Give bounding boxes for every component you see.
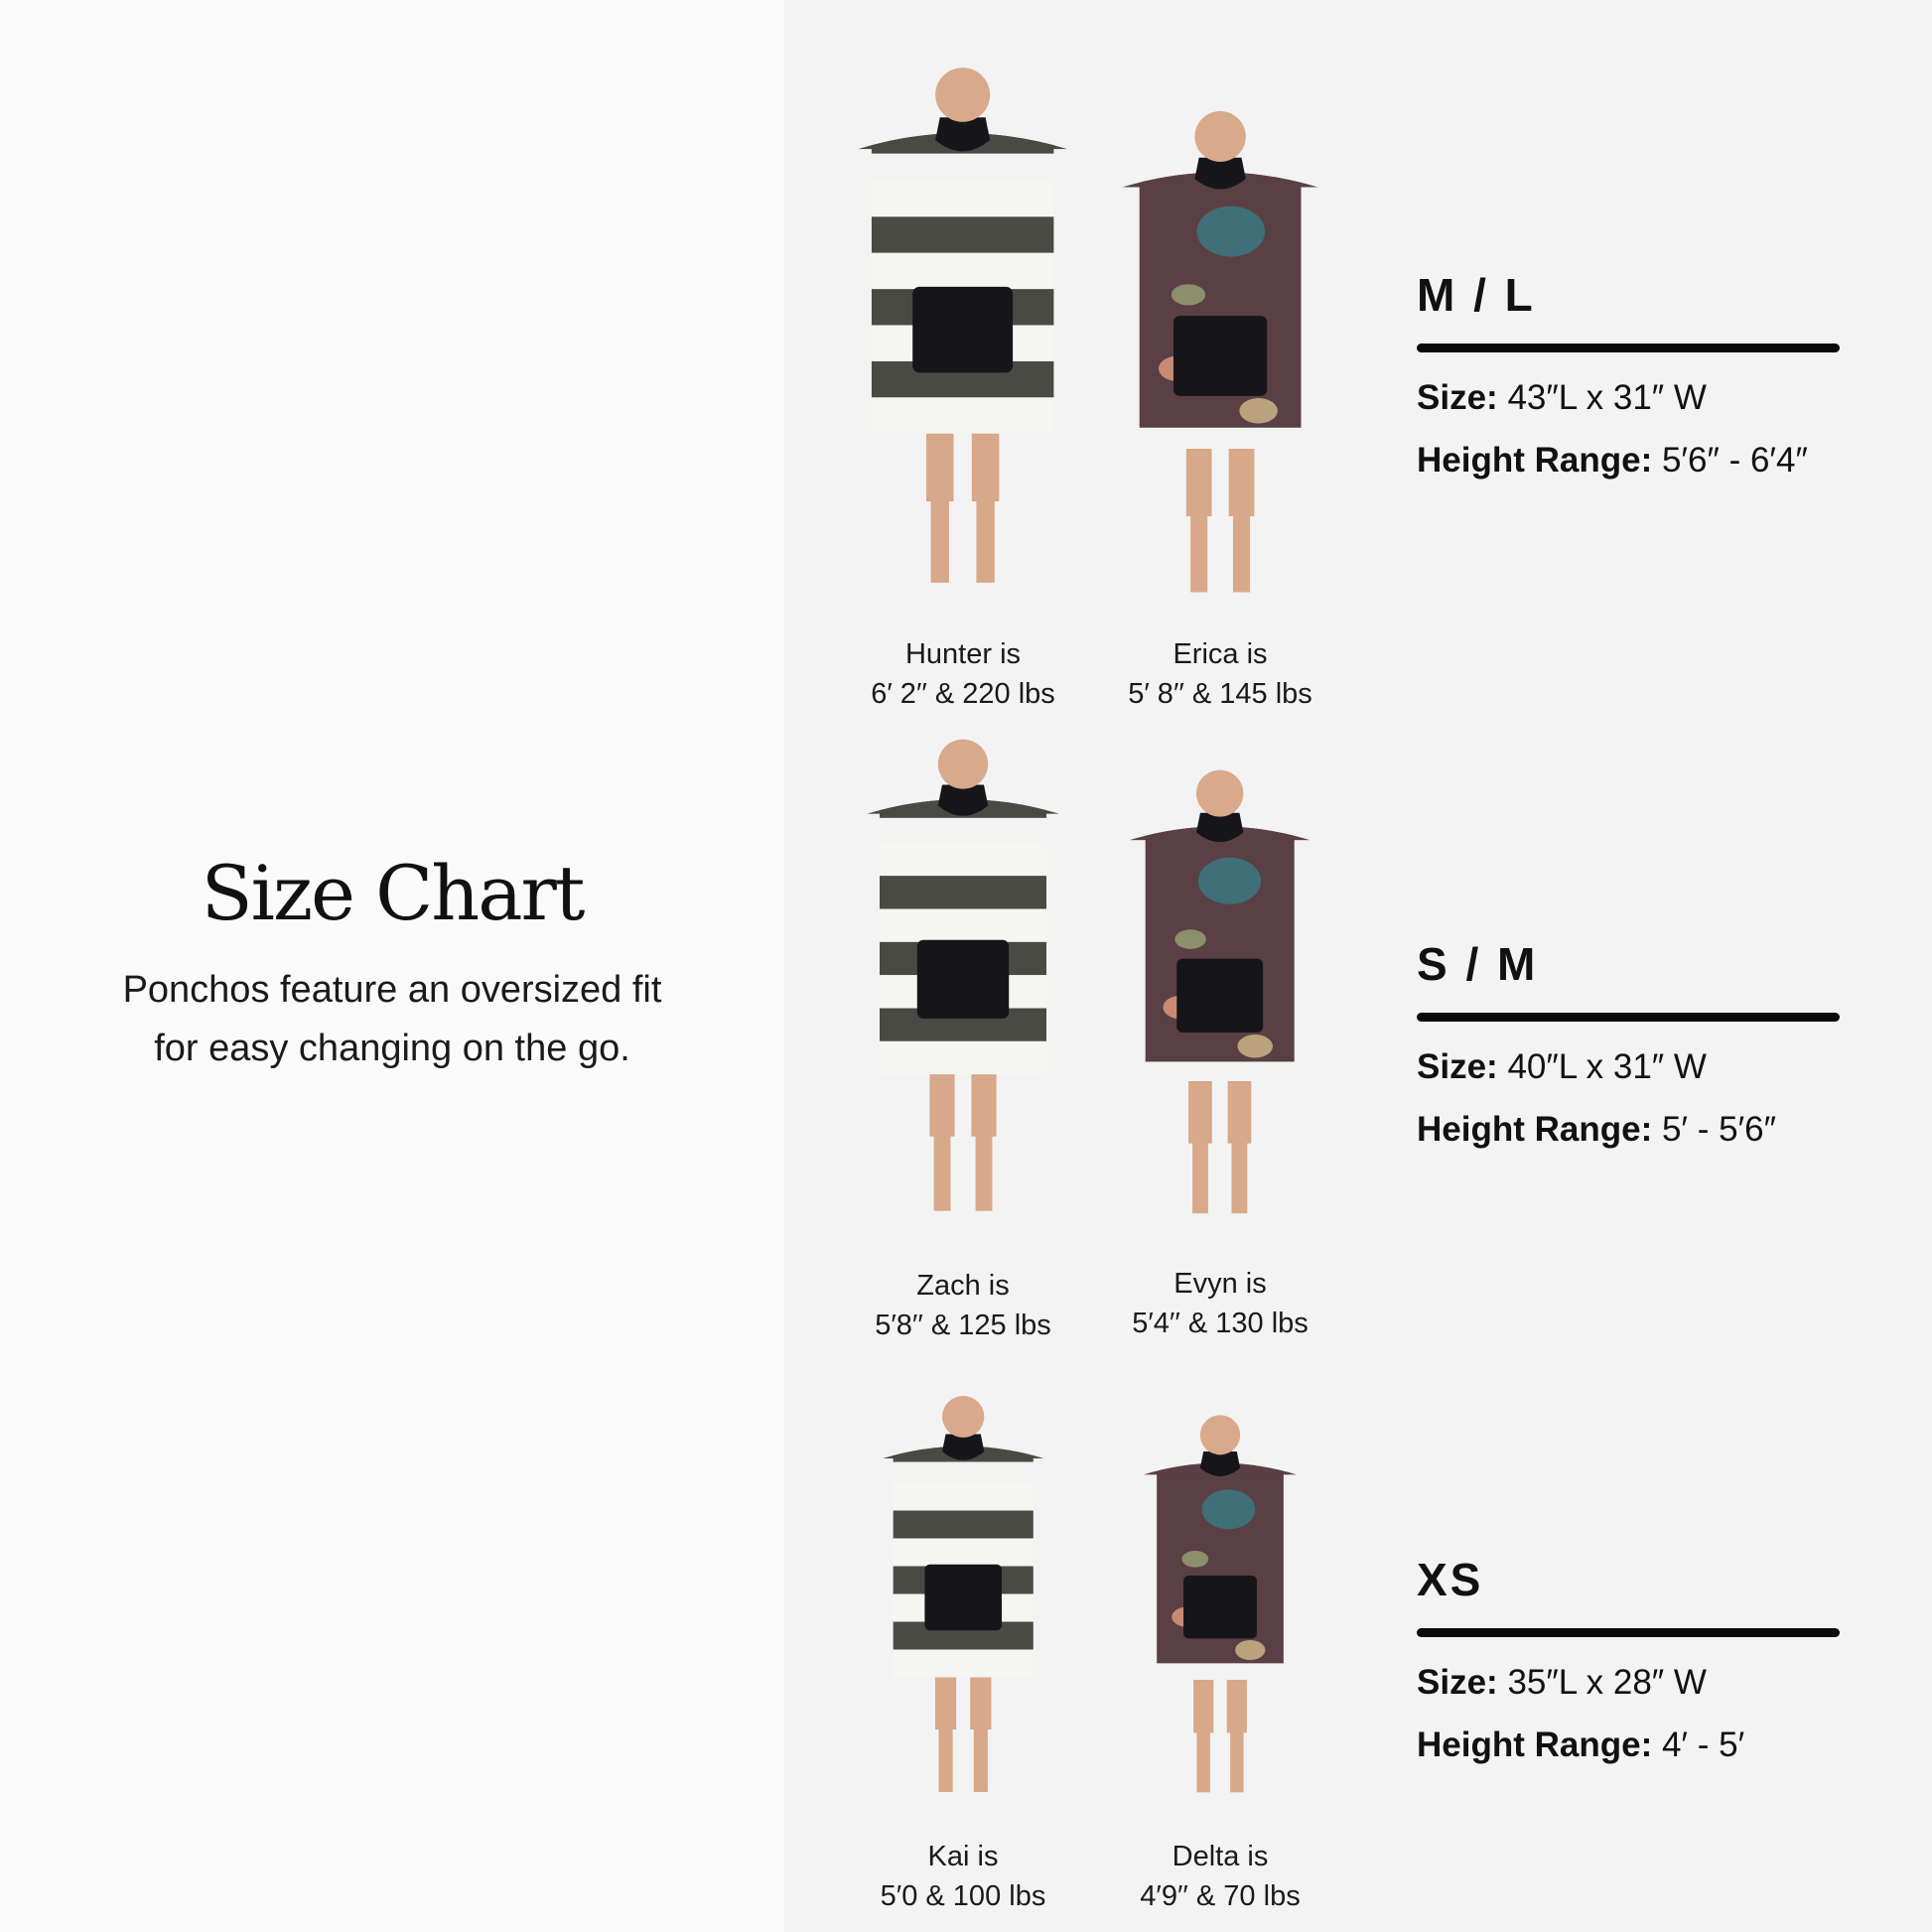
- label: Height Range:: [1417, 1110, 1653, 1149]
- model-photo: [882, 1396, 1044, 1792]
- model-name: Delta is: [1172, 1841, 1269, 1872]
- size-height-range: Height Range: 5′ - 5′6″: [1417, 1112, 1844, 1148]
- subtitle-line: Ponchos feature an oversized fit: [122, 969, 662, 1011]
- intro-subtitle: Ponchos feature an oversized fit for eas…: [0, 961, 784, 1078]
- model-caption: Hunter is 6′ 2′′ & 220 lbs: [834, 634, 1092, 714]
- model-photo: [867, 739, 1059, 1211]
- label: Size:: [1417, 1047, 1498, 1086]
- model-photo: [858, 68, 1068, 583]
- label: Size:: [1417, 1663, 1498, 1702]
- page-title: Size Chart: [201, 849, 586, 937]
- size-heading: M / L: [1417, 269, 1536, 321]
- size-height-range: Height Range: 5′6″ - 6′4″: [1417, 443, 1844, 479]
- value: 35″L x 28″ W: [1507, 1663, 1707, 1702]
- value: 5′ - 5′6″: [1661, 1110, 1776, 1149]
- model-photo: [1130, 769, 1311, 1214]
- label: Height Range:: [1417, 441, 1653, 480]
- size-dimensions: Size: 43″L x 31″ W: [1417, 380, 1844, 416]
- model-name: Zach is: [916, 1270, 1010, 1302]
- model-caption: Kai is 5′0 & 100 lbs: [834, 1837, 1092, 1916]
- model-caption: Delta is 4′9′′ & 70 lbs: [1091, 1837, 1349, 1916]
- model-name: Hunter is: [904, 638, 1022, 670]
- model-caption: Evyn is 5′4′′ & 130 lbs: [1091, 1264, 1349, 1343]
- value: 4′ - 5′: [1661, 1725, 1745, 1764]
- label: Size:: [1417, 378, 1498, 417]
- divider: [1417, 1628, 1840, 1637]
- size-heading: XS: [1417, 1554, 1484, 1605]
- model-stats: 5′8′′ & 125 lbs: [875, 1310, 1051, 1341]
- model-stats: 5′4′′ & 130 lbs: [1132, 1308, 1309, 1339]
- value: 40″L x 31″ W: [1507, 1047, 1707, 1086]
- model-stats: 5′0 & 100 lbs: [880, 1880, 1046, 1912]
- divider: [1417, 344, 1840, 352]
- size-dimensions: Size: 40″L x 31″ W: [1417, 1049, 1844, 1085]
- subtitle-line: for easy changing on the go.: [154, 1028, 630, 1069]
- size-block-ml: M / L Size: 43″L x 31″ W Height Range: 5…: [1417, 268, 1844, 479]
- size-block-sm: S / M Size: 40″L x 31″ W Height Range: 5…: [1417, 937, 1844, 1148]
- size-dimensions: Size: 35″L x 28″ W: [1417, 1665, 1844, 1701]
- model-photo: [1122, 111, 1318, 593]
- value: 5′6″ - 6′4″: [1661, 441, 1808, 480]
- model-photo: [1143, 1415, 1298, 1793]
- intro-panel: Size Chart Ponchos feature an oversized …: [0, 0, 784, 1932]
- size-height-range: Height Range: 4′ - 5′: [1417, 1727, 1844, 1763]
- model-caption: Erica is 5′ 8′′ & 145 lbs: [1091, 634, 1349, 714]
- model-stats: 4′9′′ & 70 lbs: [1140, 1880, 1301, 1912]
- divider: [1417, 1013, 1840, 1022]
- model-caption: Zach is 5′8′′ & 125 lbs: [834, 1266, 1092, 1345]
- model-stats: 6′ 2′′ & 220 lbs: [871, 678, 1055, 710]
- model-stats: 5′ 8′′ & 145 lbs: [1128, 678, 1312, 710]
- label: Height Range:: [1417, 1725, 1653, 1764]
- model-name: Erica is: [1173, 638, 1268, 670]
- size-heading: S / M: [1417, 938, 1539, 990]
- size-block-xs: XS Size: 35″L x 28″ W Height Range: 4′ -…: [1417, 1553, 1844, 1763]
- value: 43″L x 31″ W: [1507, 378, 1707, 417]
- model-name: Evyn is: [1173, 1268, 1267, 1300]
- model-name: Kai is: [927, 1841, 999, 1872]
